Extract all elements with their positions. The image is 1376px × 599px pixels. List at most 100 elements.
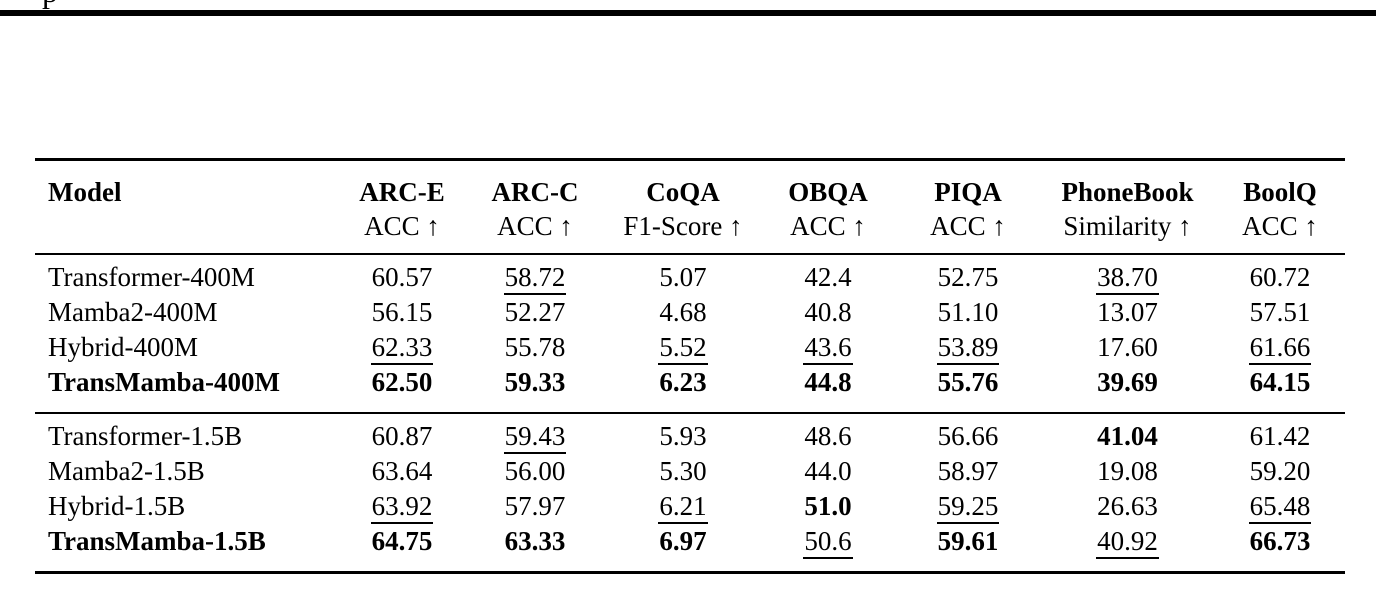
- column-metric: ACC ↑: [930, 211, 1006, 241]
- value-cell-arc-e: 64.75: [371, 526, 433, 556]
- table-row-hybrid-1-5b: Hybrid-1.5B 63.92 57.97 6.21 51.0 59.25 26.63 6…: [35, 489, 1345, 524]
- value-cell-arc-e: 56.15: [371, 297, 433, 327]
- value-cell-coqa: 5.52: [606, 330, 760, 365]
- value-cell-coqa: 6.97: [659, 526, 707, 556]
- column-header-arc-c: ARC-C ACC ↑: [464, 161, 606, 253]
- value-cell-obqa: 44.0: [804, 456, 852, 486]
- value-cell-arc-c: 58.72: [464, 260, 606, 295]
- column-title: ARC-C: [491, 177, 579, 207]
- value-cell-arc-e: 62.33: [340, 330, 464, 365]
- value-cell-obqa: 48.6: [804, 421, 852, 451]
- model-name: Hybrid-400M: [48, 332, 198, 362]
- value-cell-obqa: 43.6: [760, 330, 896, 365]
- column-header-piqa: PIQA ACC ↑: [896, 161, 1040, 253]
- value-cell-phonebook: 41.04: [1097, 421, 1158, 451]
- model-name: Mamba2-400M: [48, 297, 218, 327]
- value-cell-obqa: 51.0: [804, 491, 852, 521]
- model-name: Transformer-400M: [48, 262, 255, 292]
- value-cell-arc-c: 55.78: [504, 332, 566, 362]
- value-cell-arc-c: 57.97: [504, 491, 566, 521]
- model-name: TransMamba-1.5B: [48, 526, 266, 556]
- value-cell-boolq: 59.20: [1249, 456, 1311, 486]
- value-cell-boolq: 65.48: [1215, 489, 1345, 524]
- column-title: PIQA: [934, 177, 1002, 207]
- table-group-1-5b: Transformer-1.5B 60.87 59.43 5.93 48.6 56.66 4…: [35, 414, 1345, 571]
- column-metric: ACC ↑: [497, 211, 573, 241]
- value-cell-piqa: 59.25: [896, 489, 1040, 524]
- group-separator-rule: [35, 412, 1345, 414]
- column-metric: F1-Score ↑: [623, 211, 743, 241]
- value-cell-phonebook: 40.92: [1040, 524, 1215, 559]
- column-metric: Similarity ↑: [1063, 211, 1192, 241]
- value-cell-arc-e: 60.57: [371, 262, 433, 292]
- table-bottom-rule: [35, 571, 1345, 574]
- value-cell-piqa: 53.89: [896, 330, 1040, 365]
- header-separator-rule: [35, 253, 1345, 255]
- model-name: TransMamba-400M: [48, 367, 280, 397]
- cutoff-text-fragment: p: [42, 0, 58, 8]
- value-cell-arc-c: 59.43: [464, 419, 606, 454]
- table-row-transformer-1-5b: Transformer-1.5B 60.87 59.43 5.93 48.6 56.66 4…: [35, 419, 1345, 454]
- page-top-rule: [0, 10, 1376, 16]
- value-cell-boolq: 61.42: [1249, 421, 1311, 451]
- model-name: Hybrid-1.5B: [48, 491, 186, 521]
- value-cell-piqa: 51.10: [937, 297, 999, 327]
- value-cell-obqa: 44.8: [804, 367, 852, 397]
- value-cell-arc-e: 60.87: [371, 421, 433, 451]
- value-cell-obqa: 40.8: [804, 297, 852, 327]
- table-top-rule: [35, 158, 1345, 161]
- value-cell-phonebook: 38.70: [1040, 260, 1215, 295]
- model-name: Transformer-1.5B: [48, 421, 243, 451]
- table-row-hybrid-400m: Hybrid-400M 62.33 55.78 5.52 43.6 53.89 17.60 6…: [35, 330, 1345, 365]
- table-row-transmamba-400m: TransMamba-400M 62.50 59.33 6.23 44.8 55.76 39…: [35, 365, 1345, 400]
- value-cell-arc-c: 56.00: [504, 456, 566, 486]
- value-cell-phonebook: 13.07: [1097, 297, 1158, 327]
- value-cell-phonebook: 26.63: [1097, 491, 1158, 521]
- column-header-model: Model: [35, 161, 340, 253]
- column-header-boolq: BoolQ ACC ↑: [1215, 161, 1345, 253]
- column-metric: ACC ↑: [1242, 211, 1318, 241]
- value-cell-coqa: 6.23: [659, 367, 707, 397]
- value-cell-piqa: 52.75: [937, 262, 999, 292]
- column-header-coqa: CoQA F1-Score ↑: [606, 161, 760, 253]
- column-title: OBQA: [788, 177, 868, 207]
- value-cell-boolq: 60.72: [1249, 262, 1311, 292]
- value-cell-coqa: 5.07: [659, 262, 707, 292]
- column-title: CoQA: [646, 177, 720, 207]
- value-cell-arc-c: 63.33: [504, 526, 566, 556]
- value-cell-piqa: 59.61: [937, 526, 999, 556]
- value-cell-coqa: 4.68: [659, 297, 707, 327]
- column-metric: ACC ↑: [364, 211, 440, 241]
- column-title: BoolQ: [1243, 177, 1317, 207]
- value-cell-phonebook: 17.60: [1097, 332, 1158, 362]
- table-row-mamba2-1-5b: Mamba2-1.5B 63.64 56.00 5.30 44.0 58.97 19.08 5…: [35, 454, 1345, 489]
- column-header-phonebook: PhoneBook Similarity ↑: [1040, 161, 1215, 253]
- table-header-row: Model ARC-E ACC ↑ ARC-C ACC ↑ CoQA F1-Score ↑ O…: [35, 161, 1345, 253]
- value-cell-obqa: 42.4: [804, 262, 852, 292]
- value-cell-coqa: 5.30: [659, 456, 707, 486]
- column-header-arc-e: ARC-E ACC ↑: [340, 161, 464, 253]
- value-cell-coqa: 5.93: [659, 421, 707, 451]
- results-table: Model ARC-E ACC ↑ ARC-C ACC ↑ CoQA F1-Score ↑ O…: [35, 158, 1345, 574]
- table-row-transmamba-1-5b: TransMamba-1.5B 64.75 63.33 6.97 50.6 59.61 40…: [35, 524, 1345, 559]
- model-name: Mamba2-1.5B: [48, 456, 205, 486]
- table-row-transformer-400m: Transformer-400M 60.57 58.72 5.07 42.4 52.75 3…: [35, 260, 1345, 295]
- value-cell-arc-c: 59.33: [504, 367, 566, 397]
- value-cell-coqa: 6.21: [606, 489, 760, 524]
- value-cell-arc-c: 52.27: [504, 297, 566, 327]
- value-cell-arc-e: 62.50: [371, 367, 433, 397]
- value-cell-piqa: 55.76: [937, 367, 999, 397]
- table-row-mamba2-400m: Mamba2-400M 56.15 52.27 4.68 40.8 51.10 13.07 5…: [35, 295, 1345, 330]
- value-cell-boolq: 61.66: [1215, 330, 1345, 365]
- column-metric: ACC ↑: [790, 211, 866, 241]
- value-cell-boolq: 57.51: [1249, 297, 1311, 327]
- value-cell-boolq: 66.73: [1249, 526, 1311, 556]
- value-cell-phonebook: 19.08: [1097, 456, 1158, 486]
- value-cell-phonebook: 39.69: [1097, 367, 1158, 397]
- value-cell-obqa: 50.6: [760, 524, 896, 559]
- value-cell-boolq: 64.15: [1249, 367, 1311, 397]
- value-cell-arc-e: 63.64: [371, 456, 433, 486]
- table-group-400m: Transformer-400M 60.57 58.72 5.07 42.4 52.75 3…: [35, 255, 1345, 412]
- value-cell-piqa: 56.66: [937, 421, 999, 451]
